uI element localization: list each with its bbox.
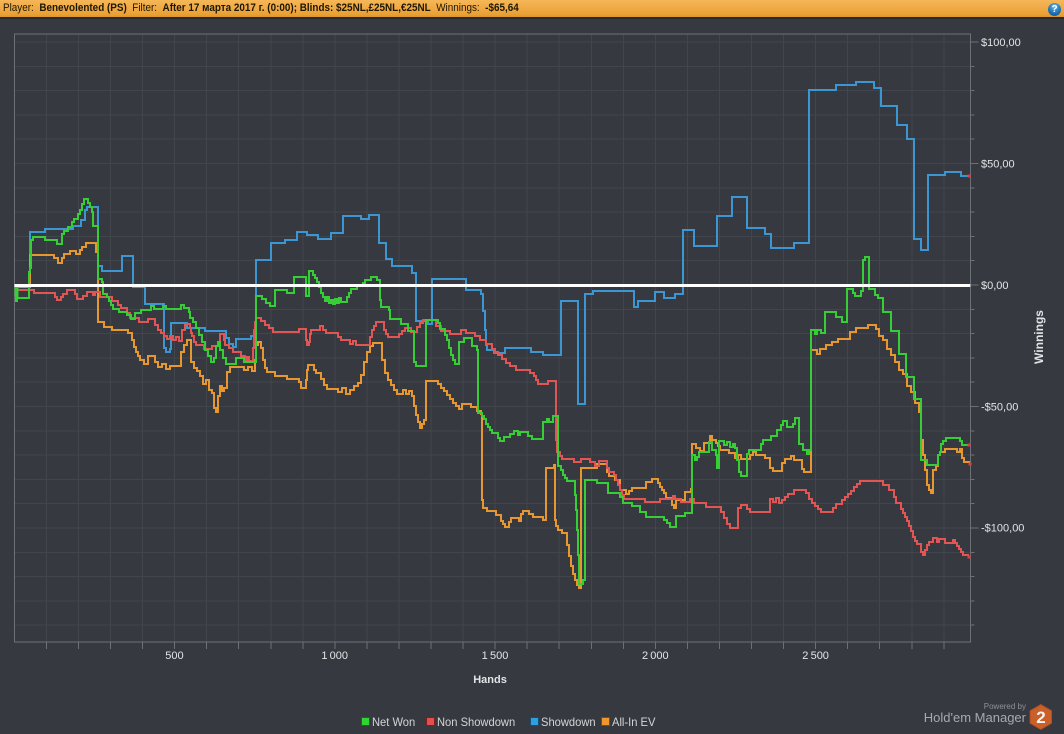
- svg-text:-$50,00: -$50,00: [981, 402, 1018, 414]
- svg-text:1 000: 1 000: [321, 650, 348, 662]
- svg-text:-$100,00: -$100,00: [981, 523, 1024, 535]
- svg-text:Winnings: Winnings: [1032, 310, 1046, 364]
- svg-text:1 500: 1 500: [482, 650, 509, 662]
- svg-text:2 500: 2 500: [802, 650, 829, 662]
- svg-text:Hands: Hands: [473, 674, 507, 686]
- svg-text:$0,00: $0,00: [981, 280, 1009, 292]
- svg-text:2: 2: [1036, 708, 1045, 727]
- svg-text:2 000: 2 000: [642, 650, 669, 662]
- svg-text:500: 500: [165, 650, 183, 662]
- svg-text:$50,00: $50,00: [981, 159, 1015, 171]
- svg-text:$100,00: $100,00: [981, 37, 1021, 49]
